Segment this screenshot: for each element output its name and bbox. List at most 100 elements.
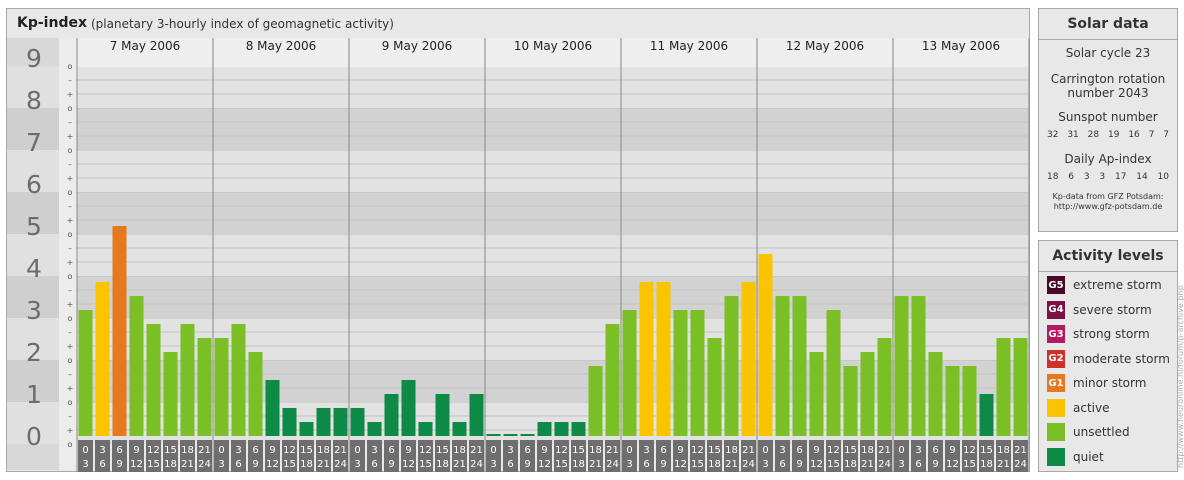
y-subtick-label: –	[68, 412, 72, 421]
carrington-line-1: Carrington rotation	[1050, 72, 1166, 86]
kp-bar	[911, 296, 926, 436]
interval-start-label: 15	[300, 445, 313, 456]
kp-bar	[316, 407, 331, 436]
interval-start-label: 3	[99, 445, 105, 456]
activity-level-label: minor storm	[1073, 376, 1147, 390]
y-subtick-label: o	[68, 62, 73, 71]
ap-value: 14	[1136, 172, 1148, 182]
kp-bar	[605, 323, 620, 436]
interval-start-label: 0	[626, 445, 632, 456]
activity-levels-panel: Activity levels G5 extreme storm G4 severe …	[1038, 240, 1178, 472]
kp-bar	[622, 310, 637, 436]
interval-start-label: 6	[252, 445, 258, 456]
interval-end-label: 3	[762, 459, 768, 470]
kp-bar	[384, 394, 399, 436]
interval-end-label: 21	[589, 459, 602, 470]
interval-end-label: 18	[844, 459, 857, 470]
kp-bar	[673, 310, 688, 436]
kp-bar	[282, 407, 297, 436]
interval-box	[520, 440, 535, 472]
interval-start-label: 3	[779, 445, 785, 456]
ap-values: 18 6 3 3 17 14 10	[1039, 172, 1177, 182]
activity-level-swatch: G2	[1047, 349, 1065, 368]
sunspot-value: 28	[1087, 130, 1100, 140]
interval-box	[418, 440, 433, 472]
interval-end-label: 12	[402, 459, 415, 470]
interval-start-label: 6	[388, 445, 394, 456]
y-subtick-label: o	[68, 356, 73, 365]
interval-box	[945, 440, 960, 472]
day-label: 11 May 2006	[650, 39, 728, 53]
y-tick-label: 5	[26, 212, 42, 241]
activity-level-label: strong storm	[1073, 327, 1150, 341]
kp-bar	[452, 422, 467, 436]
interval-end-label: 12	[946, 459, 959, 470]
sunspot-heading: Sunspot number	[1058, 110, 1158, 124]
y-subtick-label: o	[68, 230, 73, 239]
interval-end-label: 21	[997, 459, 1010, 470]
kp-bar	[163, 352, 178, 436]
interval-start-label: 12	[827, 445, 840, 456]
ap-value: 17	[1114, 172, 1127, 182]
interval-box	[605, 440, 620, 472]
day-label: 8 May 2006	[246, 39, 317, 53]
kp-bar	[95, 281, 110, 436]
sunspot-value: 19	[1107, 130, 1120, 140]
interval-start-label: 12	[419, 445, 432, 456]
kp-bar	[979, 394, 994, 436]
chart-title-bar: Kp-index (planetary 3-hourly index of ge…	[6, 8, 1030, 36]
interval-box	[622, 440, 637, 472]
y-subtick-label: +	[67, 384, 74, 393]
kp-bar	[724, 296, 739, 436]
interval-box	[452, 440, 467, 472]
kp-bar	[928, 352, 943, 436]
interval-start-label: 21	[742, 445, 755, 456]
interval-box	[1013, 440, 1028, 472]
kp-bar	[639, 281, 654, 436]
interval-end-label: 9	[932, 459, 938, 470]
y-tick-label: 2	[26, 338, 42, 367]
interval-end-label: 24	[334, 459, 347, 470]
interval-box	[350, 440, 365, 472]
interval-end-label: 15	[555, 459, 568, 470]
interval-end-label: 6	[99, 459, 105, 470]
sunspot-value: 7	[1148, 130, 1155, 140]
kp-bar	[265, 380, 280, 436]
interval-box	[979, 440, 994, 472]
kp-bar	[520, 434, 535, 436]
interval-start-label: 6	[932, 445, 938, 456]
solar-cycle: Solar cycle 23	[1065, 46, 1151, 60]
interval-end-label: 15	[963, 459, 976, 470]
interval-start-label: 9	[949, 445, 955, 456]
kp-bar	[826, 310, 841, 436]
interval-end-label: 18	[436, 459, 449, 470]
kp-bar	[248, 352, 263, 436]
sunspot-value: 31	[1067, 130, 1079, 140]
interval-box	[401, 440, 416, 472]
interval-end-label: 3	[82, 459, 88, 470]
kp-bar	[775, 296, 790, 436]
data-credit-link[interactable]: http://www.gfz-potsdam.de	[1053, 202, 1163, 211]
sunspot-value: 16	[1128, 130, 1140, 140]
kp-bar	[1013, 338, 1028, 436]
interval-end-label: 21	[453, 459, 466, 470]
activity-level-swatch	[1047, 423, 1065, 441]
interval-start-label: 18	[997, 445, 1010, 456]
kp-band	[77, 276, 1029, 318]
activity-level-label: severe storm	[1073, 302, 1152, 317]
kp-band	[77, 66, 1029, 108]
kp-bar	[333, 407, 348, 436]
interval-box	[775, 440, 790, 472]
kp-bar	[996, 338, 1011, 436]
interval-start-label: 15	[572, 445, 585, 456]
interval-box	[860, 440, 875, 472]
y-subtick-label: +	[67, 90, 74, 99]
kp-bar	[945, 365, 960, 436]
interval-box	[78, 440, 93, 472]
kp-bar	[129, 296, 144, 436]
interval-start-label: 0	[82, 445, 88, 456]
interval-box	[282, 440, 297, 472]
interval-start-label: 12	[283, 445, 296, 456]
interval-end-label: 12	[266, 459, 279, 470]
interval-start-label: 18	[181, 445, 194, 456]
